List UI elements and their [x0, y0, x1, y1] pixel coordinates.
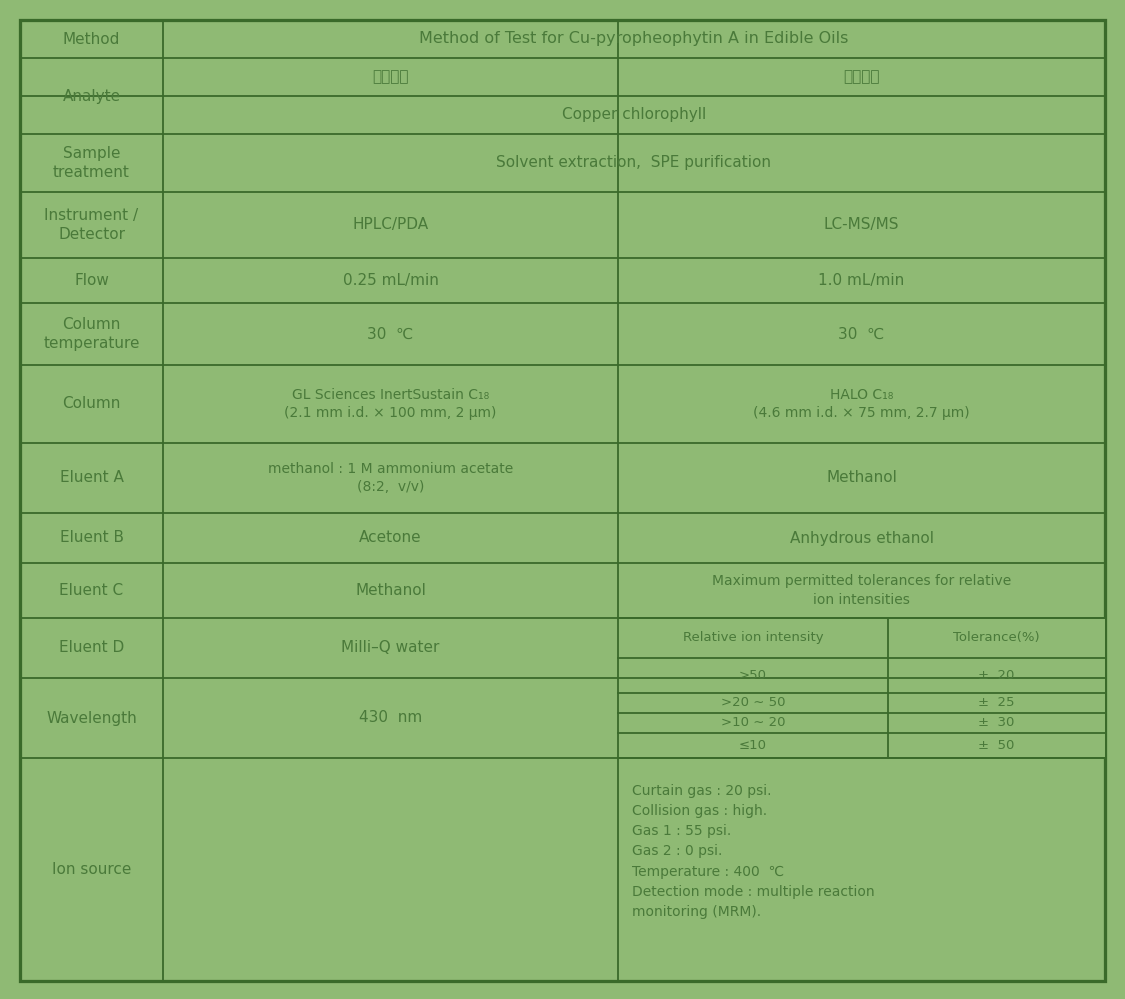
- Text: >50: >50: [739, 669, 767, 682]
- Text: ±  50: ± 50: [979, 739, 1015, 752]
- Bar: [20, 20, 1105, 58]
- Bar: [618, 733, 1105, 758]
- Text: Ion source: Ion source: [52, 862, 132, 877]
- Text: Maximum permitted tolerances for relative
ion intensities: Maximum permitted tolerances for relativ…: [712, 574, 1011, 606]
- Text: GL Sciences InertSustain C₁₈
(2.1 mm i.d. × 100 mm, 2 μm): GL Sciences InertSustain C₁₈ (2.1 mm i.d…: [285, 388, 497, 421]
- Text: Solvent extraction,  SPE purification: Solvent extraction, SPE purification: [496, 156, 772, 171]
- Text: ±  30: ± 30: [979, 716, 1015, 729]
- Text: 30  ℃: 30 ℃: [838, 327, 884, 342]
- Bar: [20, 96, 1105, 134]
- Bar: [618, 693, 1105, 713]
- Text: LC-MS/MS: LC-MS/MS: [824, 218, 899, 233]
- Text: 추정시험: 추정시험: [372, 70, 408, 85]
- Text: 430  nm: 430 nm: [359, 710, 422, 725]
- Text: Anhydrous ethanol: Anhydrous ethanol: [790, 530, 934, 545]
- Text: Column: Column: [62, 397, 120, 412]
- Bar: [618, 713, 1105, 733]
- Text: Wavelength: Wavelength: [46, 710, 137, 725]
- Text: Relative ion intensity: Relative ion intensity: [683, 631, 824, 644]
- Text: ±  20: ± 20: [979, 669, 1015, 682]
- Bar: [20, 758, 1105, 981]
- Text: Eluent D: Eluent D: [58, 640, 124, 655]
- Text: ±  25: ± 25: [979, 696, 1015, 709]
- Bar: [20, 192, 1105, 258]
- Text: Instrument /
Detector: Instrument / Detector: [45, 208, 138, 243]
- Text: Methanol: Methanol: [356, 583, 426, 598]
- Bar: [20, 134, 1105, 192]
- Text: 30  ℃: 30 ℃: [368, 327, 414, 342]
- Bar: [20, 443, 1105, 513]
- Bar: [20, 258, 1105, 303]
- Bar: [20, 563, 1105, 618]
- Bar: [20, 365, 1105, 443]
- Bar: [618, 658, 1105, 693]
- Text: Eluent A: Eluent A: [60, 471, 124, 486]
- Text: 확인시험: 확인시험: [844, 70, 880, 85]
- Text: Eluent B: Eluent B: [60, 530, 124, 545]
- Text: Method of Test for Cu-pyropheophytin A in Edible Oils: Method of Test for Cu-pyropheophytin A i…: [420, 32, 848, 47]
- Text: 0.25 mL/min: 0.25 mL/min: [342, 273, 439, 288]
- Bar: [20, 303, 1105, 365]
- Text: Acetone: Acetone: [359, 530, 422, 545]
- Text: Flow: Flow: [74, 273, 109, 288]
- Text: Methanol: Methanol: [826, 471, 897, 486]
- Bar: [618, 618, 1105, 658]
- Bar: [20, 678, 1105, 758]
- Text: Eluent C: Eluent C: [60, 583, 124, 598]
- Text: Copper chlorophyll: Copper chlorophyll: [561, 108, 706, 123]
- Text: HPLC/PDA: HPLC/PDA: [352, 218, 429, 233]
- Bar: [20, 618, 1105, 678]
- Text: HALO C₁₈
(4.6 mm i.d. × 75 mm, 2.7 μm): HALO C₁₈ (4.6 mm i.d. × 75 mm, 2.7 μm): [754, 388, 970, 421]
- Text: Column
temperature: Column temperature: [43, 317, 140, 352]
- Text: >20 ∼ 50: >20 ∼ 50: [721, 696, 785, 709]
- Text: Method: Method: [63, 32, 120, 47]
- Text: Milli–Q water: Milli–Q water: [341, 640, 440, 655]
- Text: >10 ∼ 20: >10 ∼ 20: [721, 716, 785, 729]
- Text: Tolerance(%): Tolerance(%): [953, 631, 1040, 644]
- Bar: [20, 58, 1105, 96]
- Text: Analyte: Analyte: [63, 89, 120, 104]
- Text: methanol : 1 M ammonium acetate
(8:2,  v/v): methanol : 1 M ammonium acetate (8:2, v/…: [268, 462, 513, 495]
- Text: Curtain gas : 20 psi.
Collision gas : high.
Gas 1 : 55 psi.
Gas 2 : 0 psi.
Tempe: Curtain gas : 20 psi. Collision gas : hi…: [632, 784, 874, 919]
- Text: 1.0 mL/min: 1.0 mL/min: [818, 273, 905, 288]
- Text: Sample
treatment: Sample treatment: [53, 146, 130, 181]
- Text: ≤10: ≤10: [739, 739, 767, 752]
- Bar: [20, 513, 1105, 563]
